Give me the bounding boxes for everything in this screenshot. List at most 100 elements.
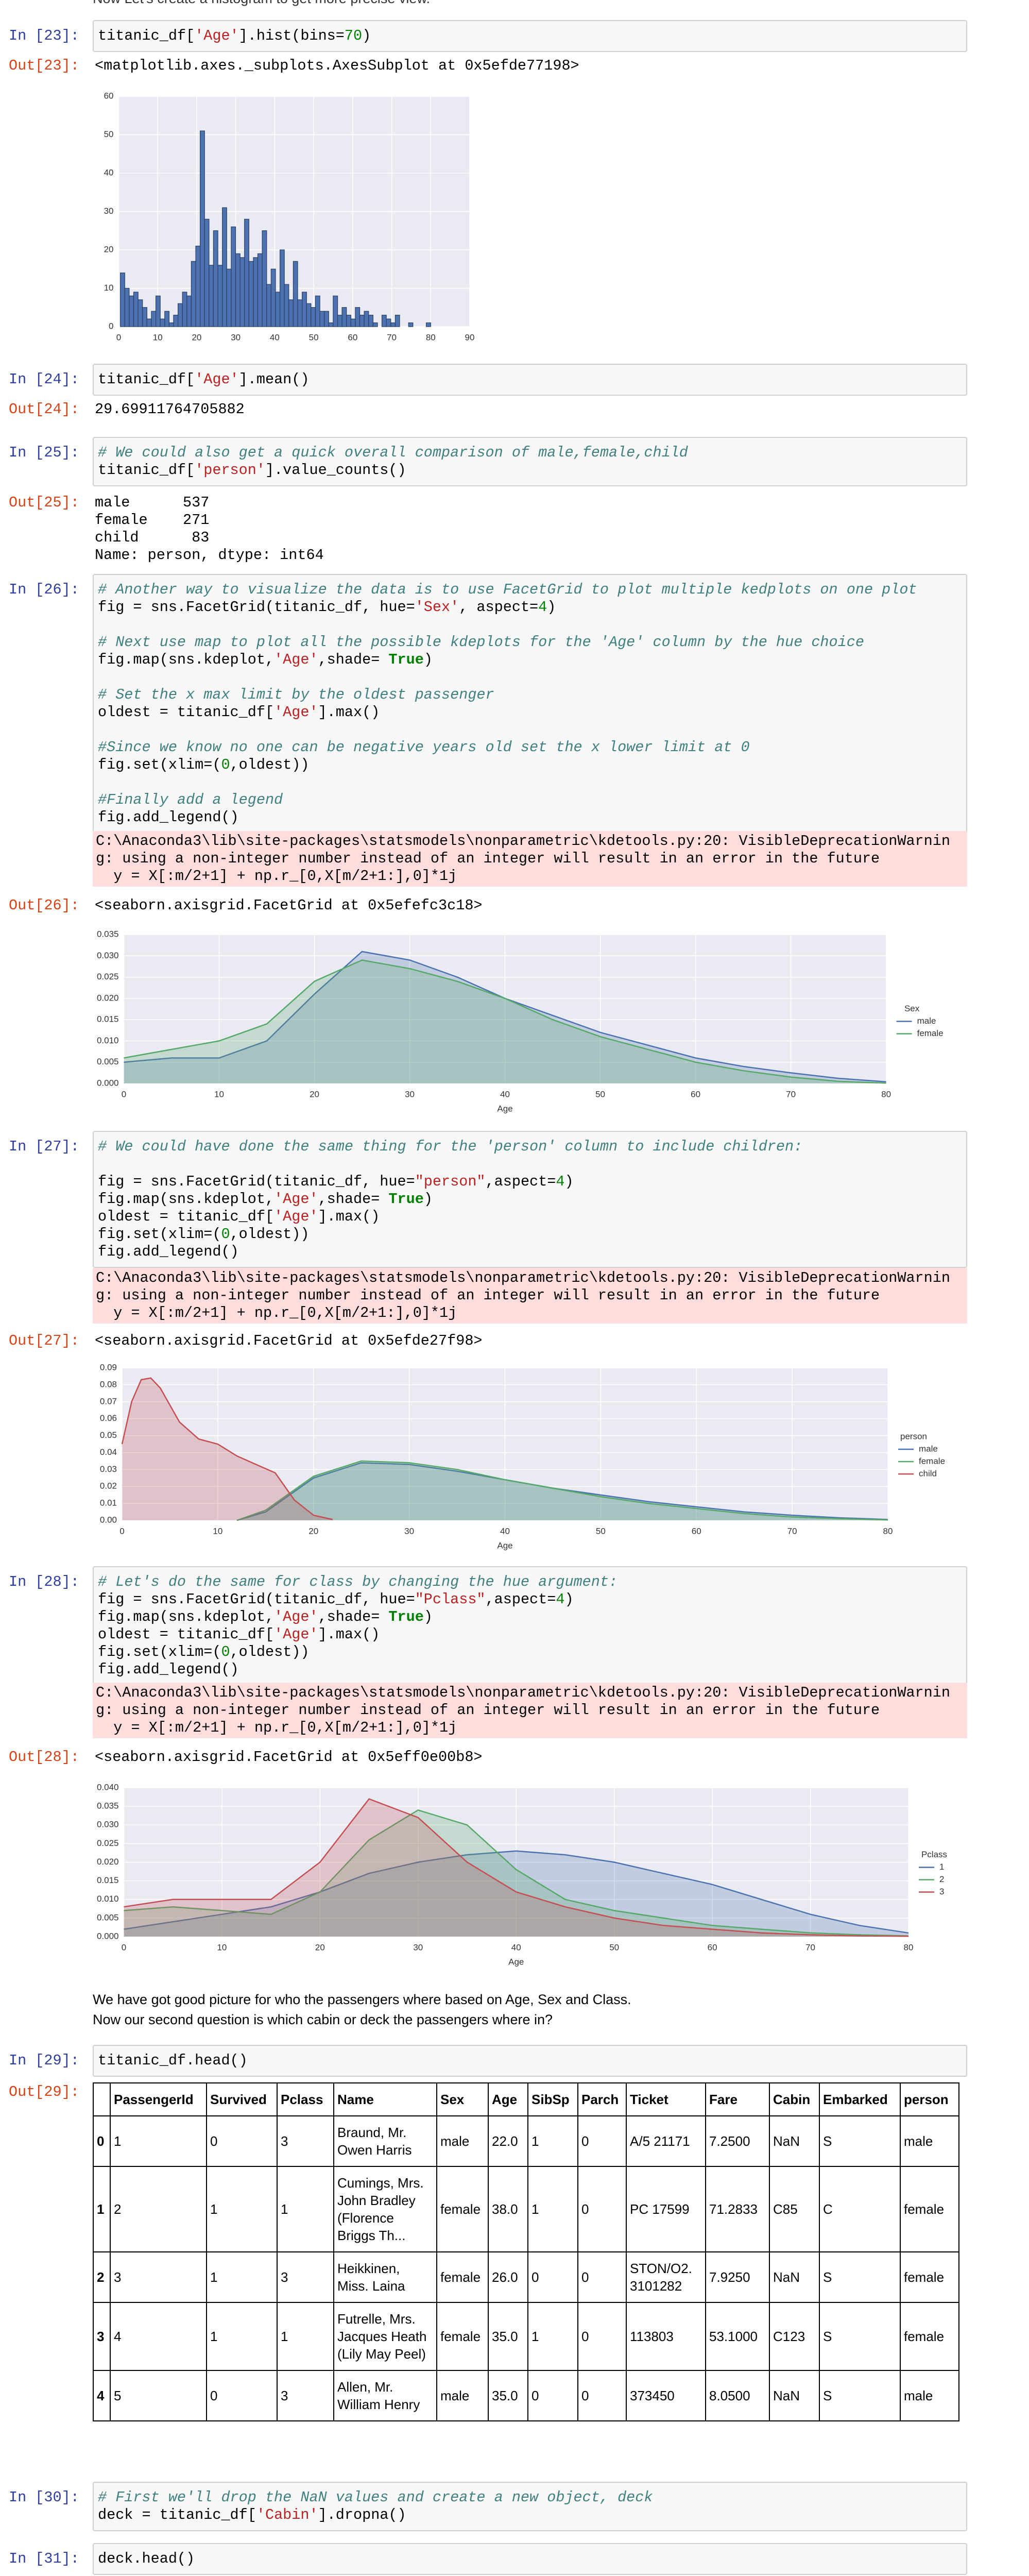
- legend-label: female: [919, 1456, 945, 1466]
- warning-line: y = X[:m/2+1] + np.r_[0,X[m/2+1:],0]*1j: [96, 868, 457, 885]
- x-tick-label: 70: [787, 1526, 797, 1536]
- in-prompt: In [28]:: [9, 1573, 79, 1590]
- code-token: # Another way to visualize the data is t…: [98, 581, 917, 598]
- y-tick-label: 20: [104, 244, 114, 254]
- kde-area: [237, 1463, 888, 1520]
- table-cell: Futrelle, Mrs. Jacques Heath (Lily May P…: [333, 2302, 437, 2371]
- x-tick-label: 20: [308, 1526, 318, 1536]
- out-prompt: Out[27]:: [9, 1332, 79, 1349]
- x-tick-label: 0: [116, 332, 121, 342]
- markdown-text: Now Let's create a histogram to get more…: [93, 0, 430, 7]
- code-token: # We could also get a quick overall comp…: [98, 444, 688, 461]
- kde-area: [237, 1461, 888, 1520]
- table-cell: 1: [527, 2302, 578, 2371]
- y-tick-label: 10: [104, 283, 114, 293]
- y-tick-label: 0.040: [97, 1782, 119, 1792]
- table-cell: female: [900, 2251, 959, 2303]
- table-cell: 8.0500: [705, 2370, 770, 2421]
- output-text: <seaborn.axisgrid.FacetGrid at 0x5eff0e0…: [95, 1749, 483, 1766]
- y-tick-label: 0.035: [97, 1801, 119, 1811]
- table-cell: female: [436, 2251, 489, 2303]
- x-tick-label: 80: [881, 1089, 891, 1099]
- y-tick-label: 30: [104, 206, 114, 216]
- output-line: <seaborn.axisgrid.FacetGrid at 0x5eff0e0…: [95, 1748, 483, 1766]
- table-cell: 35.0: [488, 2302, 528, 2371]
- table-cell: 0: [577, 2302, 627, 2371]
- x-tick-label: 30: [404, 1526, 414, 1536]
- code-token: 'Age': [195, 27, 239, 45]
- table-cell: 0: [206, 2370, 278, 2421]
- x-axis-label: Age: [508, 1957, 524, 1967]
- bar: [142, 307, 147, 327]
- code-line: # First we'll drop the NaN values and cr…: [98, 2489, 962, 2506]
- blank-line: [98, 774, 962, 791]
- bar: [324, 311, 329, 327]
- column-header: person: [900, 2082, 959, 2116]
- out-prompt: Out[29]:: [9, 2083, 79, 2101]
- table-cell: Heikkinen, Miss. Laina: [333, 2251, 437, 2303]
- table-cell: 373450: [626, 2370, 706, 2421]
- column-header: Survived: [206, 2082, 278, 2116]
- code-line: titanic_df['Age'].mean(): [98, 371, 310, 388]
- y-tick-label: 60: [104, 91, 114, 100]
- x-tick-label: 10: [213, 1526, 222, 1536]
- table-cell: 0: [527, 2251, 578, 2303]
- kde-line: [124, 959, 886, 1084]
- code-token: # Next use map to plot all the possible …: [98, 633, 864, 651]
- code-token: 'Sex': [415, 598, 459, 616]
- x-tick-label: 50: [596, 1526, 606, 1536]
- table-cell: 1: [277, 2166, 334, 2252]
- x-tick-label: 10: [217, 1942, 227, 1952]
- blank-line: [98, 1156, 962, 1173]
- in-prompt: In [24]:: [9, 371, 79, 388]
- table-cell: Braund, Mr. Owen Harris: [333, 2115, 437, 2167]
- bar: [408, 322, 414, 327]
- y-tick-label: 50: [104, 129, 114, 139]
- table-cell: 53.1000: [705, 2302, 770, 2371]
- bar: [333, 295, 338, 327]
- x-axis-label: Age: [497, 1104, 512, 1113]
- code-line: fig.set(xlim=(0,oldest)): [98, 1643, 310, 1660]
- x-tick-label: 40: [511, 1942, 521, 1952]
- code-line: fig = sns.FacetGrid(titanic_df, hue="Pcl…: [98, 1590, 574, 1608]
- table-cell: 0: [206, 2115, 278, 2167]
- kde-line: [124, 1798, 909, 1937]
- column-header: SibSp: [527, 2082, 578, 2116]
- table-cell: 26.0: [488, 2251, 528, 2303]
- code-cell: # First we'll drop the NaN values and cr…: [93, 2482, 967, 2532]
- code-line: fig.add_legend(): [98, 808, 239, 826]
- x-tick-label: 60: [691, 1089, 700, 1099]
- y-tick-label: 0.015: [97, 1875, 119, 1885]
- y-tick-label: 0: [109, 321, 113, 331]
- in-prompt: In [23]:: [9, 27, 79, 45]
- y-tick-label: 0.09: [100, 1362, 117, 1372]
- kde-area: [124, 952, 886, 1083]
- table-cell: 7.2500: [705, 2115, 770, 2167]
- table-cell: female: [900, 2166, 959, 2252]
- bar: [155, 295, 161, 327]
- in-prompt: In [27]:: [9, 1138, 79, 1156]
- column-header: PassengerId: [110, 2082, 207, 2116]
- table-cell: 0: [577, 2166, 627, 2252]
- table-row: 4 5 0 3 Allen, Mr. William Henry male 35.0 0 0 37…: [93, 2370, 959, 2421]
- code-token: 0: [221, 1226, 230, 1243]
- warning-line: g: using a non-integer number instead of…: [96, 1702, 880, 1719]
- bar: [164, 311, 170, 327]
- output-text: <seaborn.axisgrid.FacetGrid at 0x5efde27…: [95, 1332, 483, 1350]
- x-tick-label: 60: [708, 1942, 717, 1952]
- x-tick-label: 20: [315, 1942, 325, 1952]
- code-token: # First we'll drop the NaN values and cr…: [98, 2489, 653, 2506]
- table-row: 2 3 1 3 Heikkinen, Miss. Laina female 26.0 0 0 ST…: [93, 2251, 959, 2303]
- kde-line: [124, 1850, 909, 1934]
- y-tick-label: 0.04: [100, 1447, 117, 1457]
- table-row: 0 1 0 3 Braund, Mr. Owen Harris male 22.0 1 0 A/5…: [93, 2115, 959, 2167]
- x-tick-label: 0: [122, 1089, 126, 1099]
- legend-label: male: [919, 1444, 938, 1453]
- y-tick-label: 0.020: [97, 993, 119, 1003]
- code-line: fig.map(sns.kdeplot,'Age',shade= True): [98, 1608, 433, 1625]
- out-prompt: Out[25]:: [9, 494, 79, 511]
- output-text: <seaborn.axisgrid.FacetGrid at 0x5efefc3…: [95, 897, 483, 914]
- code-line: #Finally add a legend: [98, 791, 962, 809]
- code-token: #Finally add a legend: [98, 791, 283, 808]
